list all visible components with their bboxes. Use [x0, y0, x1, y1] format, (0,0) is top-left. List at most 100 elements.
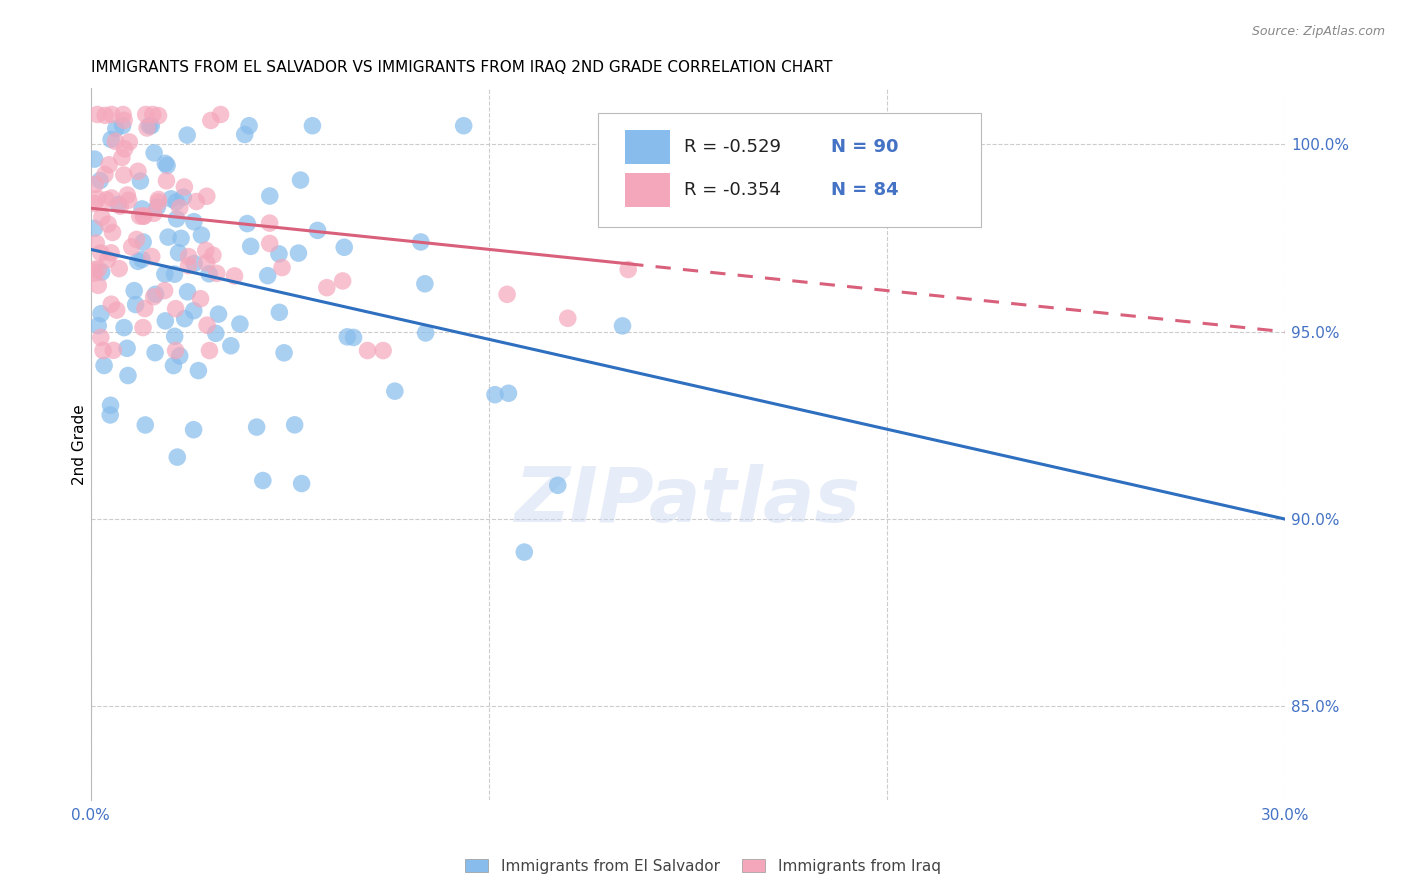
- Point: [612, 318, 634, 333]
- Point: [100, 398, 122, 412]
- Point: [96, 193, 118, 207]
- Point: [111, 119, 134, 133]
- Point: [91, 343, 114, 358]
- Point: [315, 280, 337, 294]
- Point: [307, 223, 329, 237]
- Point: [104, 121, 127, 136]
- Point: [167, 245, 190, 260]
- Point: [83, 266, 105, 280]
- Point: [83, 196, 105, 211]
- Text: ZIPatlas: ZIPatlas: [515, 464, 860, 538]
- Point: [224, 268, 246, 283]
- Point: [153, 267, 176, 281]
- Point: [131, 252, 153, 267]
- Point: [173, 311, 195, 326]
- Point: [271, 260, 294, 275]
- Point: [100, 245, 122, 260]
- Point: [110, 199, 132, 213]
- Point: [105, 303, 128, 318]
- Point: [176, 128, 198, 142]
- Point: [413, 277, 436, 291]
- Text: IMMIGRANTS FROM EL SALVADOR VS IMMIGRANTS FROM IRAQ 2ND GRADE CORRELATION CHART: IMMIGRANTS FROM EL SALVADOR VS IMMIGRANT…: [90, 60, 832, 75]
- Point: [198, 267, 221, 281]
- Point: [100, 297, 122, 311]
- Point: [183, 215, 205, 229]
- Point: [267, 247, 290, 261]
- Point: [117, 193, 139, 207]
- Point: [148, 109, 170, 123]
- Point: [117, 188, 139, 202]
- Point: [142, 290, 165, 304]
- Point: [209, 107, 232, 121]
- Text: Source: ZipAtlas.com: Source: ZipAtlas.com: [1251, 25, 1385, 38]
- FancyBboxPatch shape: [624, 130, 671, 164]
- Point: [256, 268, 278, 283]
- Point: [173, 180, 195, 194]
- Point: [201, 248, 224, 262]
- Point: [142, 206, 165, 220]
- Point: [162, 359, 184, 373]
- Point: [103, 343, 125, 358]
- Point: [142, 107, 165, 121]
- Point: [284, 417, 307, 432]
- Point: [111, 151, 134, 165]
- Point: [498, 386, 520, 401]
- Point: [252, 474, 274, 488]
- Point: [155, 174, 177, 188]
- Point: [131, 202, 153, 216]
- Point: [513, 545, 536, 559]
- Point: [160, 192, 183, 206]
- Point: [90, 265, 112, 279]
- Point: [94, 108, 117, 122]
- Point: [132, 209, 155, 223]
- Point: [153, 284, 176, 298]
- Point: [100, 132, 122, 146]
- Point: [90, 330, 112, 344]
- Point: [155, 156, 177, 170]
- Point: [239, 239, 262, 253]
- Point: [301, 119, 323, 133]
- Point: [94, 168, 117, 182]
- Point: [98, 158, 121, 172]
- Point: [557, 311, 579, 326]
- Point: [356, 343, 378, 358]
- Point: [98, 408, 121, 422]
- Point: [108, 261, 131, 276]
- Point: [155, 314, 177, 328]
- Point: [336, 330, 359, 344]
- Point: [117, 368, 139, 383]
- Point: [157, 230, 180, 244]
- Point: [165, 301, 187, 316]
- Point: [259, 216, 281, 230]
- Point: [291, 476, 314, 491]
- Point: [104, 135, 127, 149]
- Point: [112, 320, 135, 334]
- Point: [112, 107, 135, 121]
- Point: [89, 173, 111, 187]
- Text: N = 84: N = 84: [831, 181, 898, 199]
- Point: [190, 228, 212, 243]
- Point: [166, 450, 188, 464]
- Point: [90, 211, 112, 225]
- Point: [496, 287, 519, 301]
- Point: [177, 259, 200, 273]
- Point: [163, 267, 186, 281]
- Point: [100, 191, 122, 205]
- FancyBboxPatch shape: [599, 113, 980, 227]
- Point: [207, 307, 229, 321]
- Point: [132, 235, 155, 249]
- Point: [112, 113, 135, 128]
- Point: [115, 341, 138, 355]
- Point: [177, 250, 200, 264]
- Point: [169, 349, 191, 363]
- Point: [87, 278, 110, 293]
- Point: [125, 232, 148, 246]
- Point: [205, 266, 228, 280]
- Point: [332, 274, 354, 288]
- Point: [236, 217, 259, 231]
- Point: [415, 326, 437, 340]
- Point: [169, 201, 191, 215]
- Point: [183, 423, 205, 437]
- Point: [194, 244, 217, 258]
- Point: [195, 256, 218, 270]
